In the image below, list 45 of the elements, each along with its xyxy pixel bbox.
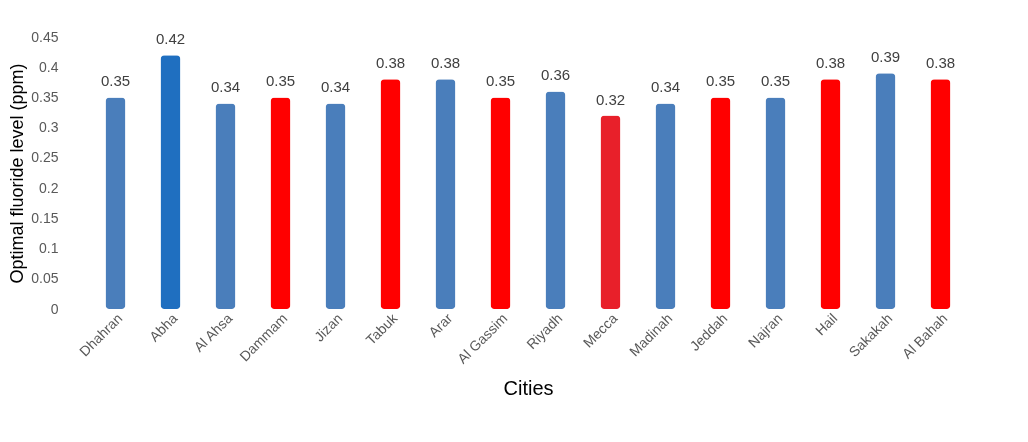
data-label: 0.35 — [760, 72, 791, 90]
y-tick-label: 0.45 — [31, 28, 59, 45]
bar — [435, 79, 456, 309]
bar — [875, 73, 896, 309]
bar — [710, 97, 731, 309]
data-label: 0.38 — [815, 54, 846, 72]
data-label: 0.38 — [925, 54, 956, 72]
y-axis-title: Optimal fluoride level (ppm) — [7, 63, 28, 284]
data-label: 0.35 — [485, 72, 516, 90]
y-tick-label: 0 — [50, 300, 59, 317]
y-tick-label: 0.05 — [31, 270, 59, 287]
bar — [270, 97, 291, 309]
bar — [930, 79, 951, 309]
y-tick-label: 0.3 — [39, 119, 59, 136]
data-label: 0.38 — [430, 54, 461, 72]
data-label: 0.34 — [210, 78, 241, 96]
data-label: 0.39 — [870, 48, 901, 66]
bar — [765, 97, 786, 309]
y-tick-label: 0.4 — [39, 58, 59, 75]
bar — [655, 103, 676, 309]
data-label: 0.35 — [705, 72, 736, 90]
y-tick-label: 0.15 — [31, 209, 59, 226]
data-label: 0.35 — [100, 72, 131, 90]
bar — [380, 79, 401, 309]
bar — [325, 103, 346, 309]
bar — [600, 115, 621, 309]
data-label: 0.36 — [540, 66, 571, 84]
y-tick-label: 0.2 — [39, 179, 59, 196]
bar — [160, 55, 181, 309]
data-label: 0.38 — [375, 54, 406, 72]
x-axis-title: Cities — [503, 376, 554, 399]
bar — [545, 91, 566, 309]
data-label: 0.35 — [265, 72, 296, 90]
data-label: 0.34 — [320, 78, 351, 96]
y-tick-label: 0.25 — [31, 149, 59, 166]
data-label: 0.34 — [650, 78, 681, 96]
y-tick-label: 0.35 — [31, 88, 59, 105]
bar — [215, 103, 236, 309]
y-tick-label: 0.1 — [39, 240, 59, 257]
data-label: 0.32 — [595, 90, 626, 108]
bar — [105, 97, 126, 309]
data-label: 0.42 — [155, 30, 186, 48]
bar — [490, 97, 511, 309]
x-tick-label: Hail — [812, 310, 841, 339]
bar — [820, 79, 841, 309]
